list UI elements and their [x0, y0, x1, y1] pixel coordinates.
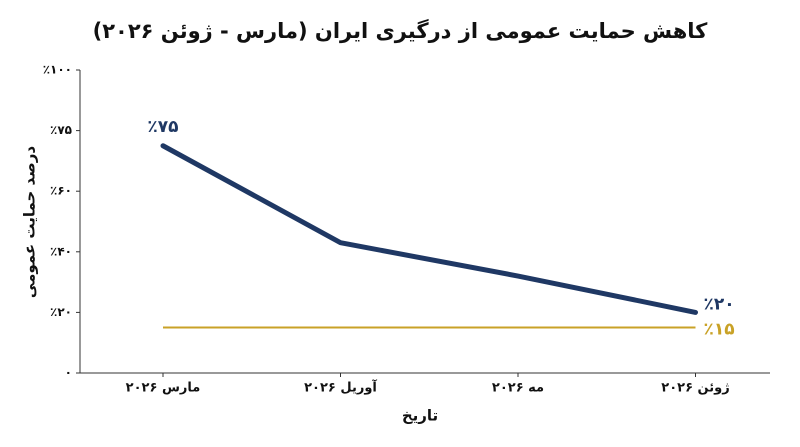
data-label: ٪۲۰ [704, 294, 735, 314]
y-tick-label: ۰ [65, 366, 72, 380]
reference-label: ٪۱۵ [704, 320, 735, 340]
x-tick-label: ژوئن ۲۰۲۶ [661, 381, 729, 396]
y-tick-label: ٪۲۰ [50, 305, 72, 319]
y-tick-label: ٪۶۰ [50, 184, 72, 198]
y-tick-label: ٪۱۰۰ [43, 63, 72, 77]
x-tick-label: مه ۲۰۲۶ [492, 381, 544, 396]
x-tick-label: مارس ۲۰۲۶ [126, 381, 201, 396]
data-label: ٪۷۵ [147, 117, 178, 137]
chart-title: کاهش حمایت عمومی از درگیری ایران (مارس -… [93, 18, 709, 43]
x-tick-label: آوریل ۲۰۲۶ [304, 379, 377, 396]
y-axis-title: درصد حمایت عمومی [21, 146, 39, 298]
data-line [160, 143, 698, 315]
y-tick-label: ٪۷۵ [50, 123, 72, 137]
y-tick-label: ٪۴۰ [50, 244, 72, 258]
x-axis-title: تاریخ [402, 407, 438, 425]
